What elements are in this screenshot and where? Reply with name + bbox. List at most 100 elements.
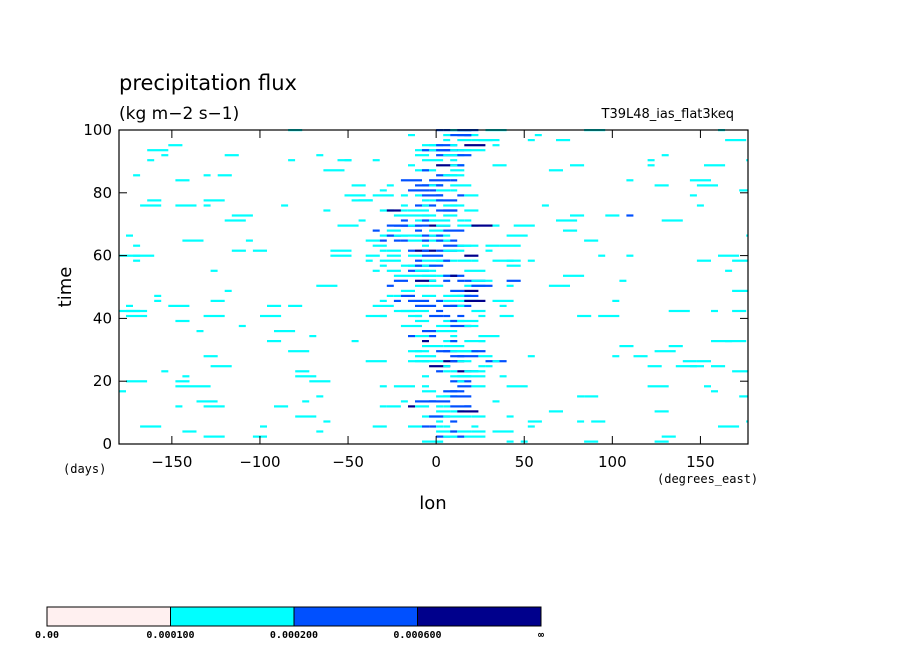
precip-cell bbox=[570, 164, 585, 167]
precip-cell bbox=[386, 249, 401, 252]
precip-cell bbox=[217, 174, 232, 177]
precip-cell bbox=[408, 209, 423, 212]
precip-cell bbox=[506, 264, 521, 267]
precip-cell bbox=[450, 420, 458, 423]
precip-cell bbox=[718, 425, 740, 428]
precip-cell bbox=[295, 375, 317, 378]
precip-cell bbox=[443, 370, 451, 373]
precip-cell bbox=[499, 375, 507, 378]
precip-cell bbox=[429, 269, 437, 272]
precip-cell bbox=[379, 259, 401, 262]
precip-cell bbox=[436, 405, 444, 408]
precip-cell bbox=[210, 299, 225, 302]
precip-cell bbox=[175, 405, 183, 408]
precip-cell bbox=[422, 209, 429, 212]
precip-cell bbox=[175, 380, 190, 383]
precip-cell bbox=[393, 214, 408, 217]
precip-cell bbox=[140, 425, 162, 428]
precip-cell bbox=[485, 249, 493, 252]
precip-cell bbox=[711, 340, 733, 343]
precip-cell bbox=[386, 294, 394, 297]
precip-cell bbox=[429, 179, 451, 182]
precip-cell bbox=[400, 239, 408, 242]
precip-cell bbox=[450, 169, 465, 172]
precip-cell bbox=[140, 204, 162, 207]
x-tick-label: 0 bbox=[431, 453, 441, 471]
precip-cell bbox=[443, 214, 458, 217]
precip-cell bbox=[358, 219, 366, 222]
precip-cell bbox=[351, 184, 366, 187]
precip-cell bbox=[450, 405, 472, 408]
precip-cell bbox=[443, 415, 451, 418]
precip-cell bbox=[746, 420, 748, 423]
precip-cell bbox=[422, 239, 429, 242]
precip-cell bbox=[429, 189, 437, 192]
precip-cell bbox=[422, 309, 429, 313]
precip-cell bbox=[450, 184, 472, 187]
precip-cell bbox=[429, 219, 451, 222]
precip-cell bbox=[408, 214, 430, 217]
precip-cell bbox=[612, 355, 620, 358]
precip-cell bbox=[175, 204, 197, 207]
precip-cell bbox=[654, 410, 669, 413]
precip-cell bbox=[436, 144, 458, 147]
precip-cell bbox=[464, 435, 486, 438]
precip-cell bbox=[682, 360, 697, 363]
precip-cell bbox=[450, 390, 465, 393]
precip-cell bbox=[746, 159, 748, 162]
precip-cell bbox=[485, 244, 500, 247]
precip-cell bbox=[471, 279, 493, 282]
precip-cell bbox=[450, 319, 458, 323]
precip-cell bbox=[415, 254, 422, 257]
precip-cell bbox=[464, 340, 486, 343]
colorbar-label: 0.000100 bbox=[146, 630, 194, 641]
precip-cell bbox=[450, 204, 458, 207]
precip-cell bbox=[415, 194, 422, 197]
precip-cell bbox=[126, 309, 148, 313]
precip-cell bbox=[182, 375, 190, 378]
precip-cell bbox=[408, 254, 415, 257]
colorbar-label: 0.00 bbox=[35, 630, 59, 641]
precip-cell bbox=[485, 365, 493, 368]
precip-cell bbox=[471, 134, 479, 137]
precip-cell bbox=[443, 229, 465, 232]
precip-cell bbox=[231, 214, 253, 217]
precip-cell bbox=[450, 159, 458, 162]
precip-cell bbox=[464, 324, 479, 328]
precip-cell bbox=[577, 395, 585, 398]
precip-cell bbox=[422, 249, 429, 252]
colorbar-swatch bbox=[46, 606, 171, 627]
precip-cell bbox=[126, 380, 148, 383]
precip-cell bbox=[422, 360, 444, 363]
precip-cell bbox=[725, 269, 733, 272]
precip-cell bbox=[457, 375, 465, 378]
precip-cell bbox=[443, 299, 458, 302]
precip-cell bbox=[196, 400, 218, 403]
precip-cell bbox=[408, 239, 430, 242]
precip-cell bbox=[492, 164, 507, 167]
precip-cell bbox=[400, 400, 408, 403]
precip-cell bbox=[400, 294, 415, 297]
precip-cell bbox=[386, 284, 394, 287]
precip-cell bbox=[725, 340, 747, 343]
precip-cell bbox=[696, 204, 704, 207]
precip-cell bbox=[429, 144, 437, 147]
precip-cell bbox=[450, 259, 458, 262]
precip-cell bbox=[415, 234, 422, 237]
precip-cell bbox=[365, 259, 373, 262]
precip-cell bbox=[175, 385, 197, 388]
precip-cell bbox=[450, 174, 458, 177]
precip-cell bbox=[274, 405, 289, 408]
precip-cell bbox=[696, 259, 711, 262]
precip-cell bbox=[436, 435, 451, 438]
y-tick-label: 20 bbox=[93, 372, 112, 390]
precip-cell bbox=[323, 209, 331, 212]
precip-cell bbox=[379, 189, 387, 192]
precip-cell bbox=[548, 169, 563, 172]
y-axis-ticks: 0 20 40 60 80 100 bbox=[83, 121, 748, 453]
precip-cell bbox=[316, 430, 324, 433]
precip-cell bbox=[415, 350, 422, 353]
precip-cell bbox=[556, 139, 571, 142]
precip-cell bbox=[400, 219, 408, 222]
